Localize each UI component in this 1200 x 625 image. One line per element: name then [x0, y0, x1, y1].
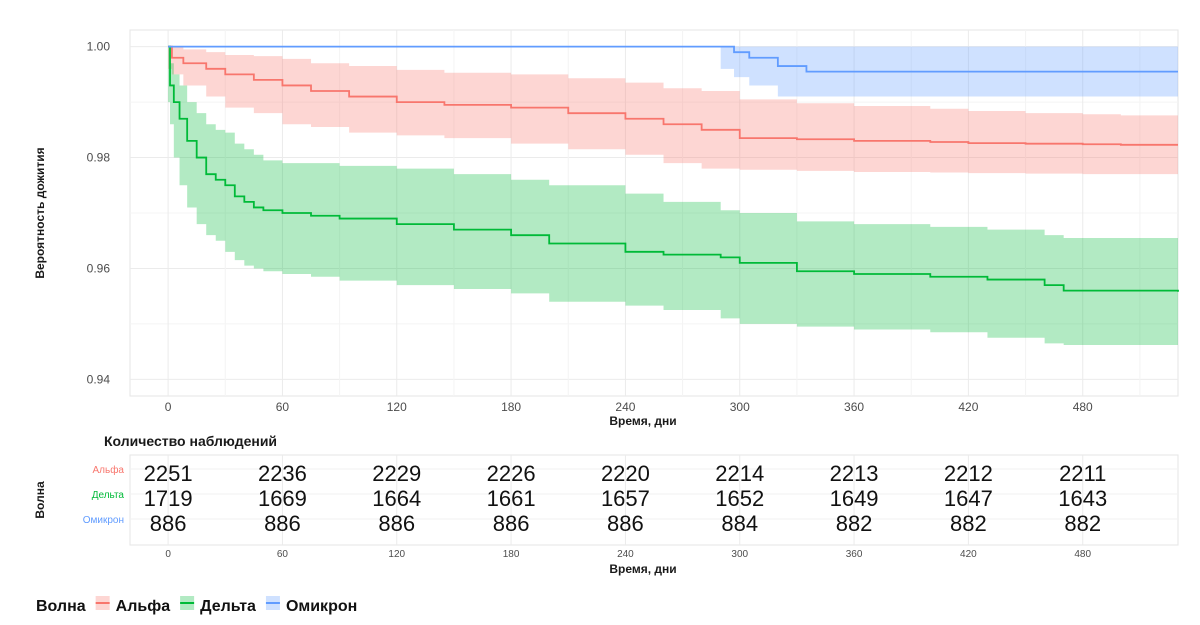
- confidence-band-Альфа: [168, 46, 1179, 175]
- risk-table-cell: 886: [607, 511, 644, 536]
- risk-table-x-tick: 300: [731, 549, 748, 560]
- confidence-band-Дельта: [168, 46, 1179, 345]
- risk-table-y-title: Волна: [33, 481, 47, 519]
- risk-table-cell: 1664: [372, 486, 421, 511]
- x-tick-label: 0: [165, 400, 172, 414]
- risk-table-x-tick: 120: [388, 549, 405, 560]
- risk-table-cell: 886: [150, 511, 187, 536]
- x-axis-title: Время, дни: [609, 414, 676, 428]
- legend-item: Омикрон: [265, 596, 357, 615]
- risk-table-x-title: Время, дни: [609, 562, 676, 576]
- survival-curves: [168, 45, 1179, 292]
- y-tick-label: 1.00: [87, 40, 111, 54]
- risk-table-cells: 2251 2236 2229 2226 2220 2214 2213 2212 2211 1719…: [144, 461, 1108, 536]
- risk-table-cell: 1657: [601, 486, 650, 511]
- risk-table-title: Количество наблюдений: [104, 433, 277, 449]
- legend-title: Волна: [36, 598, 86, 615]
- risk-table-cell: 1661: [487, 486, 536, 511]
- risk-table-cell: 1647: [944, 486, 993, 511]
- legend-label: Дельта: [200, 598, 256, 615]
- risk-table-panel: [129, 454, 1179, 546]
- y-tick-label: 0.94: [87, 372, 111, 386]
- risk-table-x-tick: 240: [617, 549, 634, 560]
- risk-table-cell: 2226: [487, 461, 536, 486]
- risk-table-cell: 1669: [258, 486, 307, 511]
- risk-table-x-tick: 0: [165, 549, 171, 560]
- risk-table-x-tick: 480: [1074, 549, 1091, 560]
- risk-table-x-tick: 60: [277, 549, 289, 560]
- survival-curve-Альфа: [168, 45, 1178, 146]
- risk-table-x-ticks: 0 60 120 180 240 300 360 420 480: [165, 549, 1091, 560]
- risk-table-cell: 2220: [601, 461, 650, 486]
- y-axis-title: Вероятность дожития: [33, 147, 47, 278]
- y-tick-labels: 0.94 0.96 0.98 1.00: [87, 40, 111, 387]
- legend-item: Альфа: [95, 596, 171, 615]
- risk-table-cell: 2214: [715, 461, 764, 486]
- risk-table-cell: 1643: [1058, 486, 1107, 511]
- x-tick-label: 180: [501, 400, 521, 414]
- x-tick-label: 120: [387, 400, 407, 414]
- survival-plot: 0.94 0.96 0.98 1.00 0 60 120 180 240 300 360 420 48…: [33, 29, 1179, 428]
- survival-curve-Омикрон: [168, 45, 1178, 73]
- survival-curve-Дельта: [168, 45, 1179, 292]
- x-tick-label: 360: [844, 400, 864, 414]
- risk-table-cell: 886: [493, 511, 530, 536]
- risk-table-strata-labels: Альфа Дельта Омикрон: [83, 464, 125, 526]
- risk-table-cell: 882: [836, 511, 873, 536]
- x-tick-labels: 0 60 120 180 240 300 360 420 480: [165, 400, 1093, 414]
- risk-table-cell: 2236: [258, 461, 307, 486]
- x-tick-label: 240: [615, 400, 635, 414]
- risk-table-gridlines: [130, 455, 1178, 545]
- risk-table-cell: 1719: [144, 486, 193, 511]
- y-tick-label: 0.98: [87, 151, 111, 165]
- risk-table-cell: 884: [721, 511, 758, 536]
- x-tick-label: 300: [730, 400, 750, 414]
- risk-table-cell: 2213: [830, 461, 879, 486]
- risk-table-cell: 886: [378, 511, 415, 536]
- y-tick-label: 0.96: [87, 261, 111, 275]
- x-tick-label: 60: [276, 400, 290, 414]
- legend-label: Омикрон: [286, 598, 357, 615]
- confidence-bands: [168, 46, 1179, 345]
- risk-table-x-tick: 180: [503, 549, 520, 560]
- risk-table-strata-label: Дельта: [92, 490, 125, 501]
- risk-table-cell: 1649: [830, 486, 879, 511]
- risk-table-cell: 2211: [1059, 461, 1106, 486]
- x-tick-label: 480: [1073, 400, 1093, 414]
- risk-table-cell: 2229: [372, 461, 421, 486]
- risk-table-cell: 886: [264, 511, 301, 536]
- risk-table-cell: 2251: [144, 461, 193, 486]
- legend-label: Альфа: [116, 598, 171, 615]
- risk-table: Количество наблюдений 2251 2236 2229 2226 22…: [33, 433, 1179, 576]
- legend-item: Дельта: [180, 596, 256, 615]
- legend-items: Альфа Дельта Омикрон: [95, 596, 357, 615]
- risk-table-strata-label: Альфа: [92, 464, 124, 476]
- legend: Волна Альфа Дельта Омикрон: [36, 596, 357, 615]
- risk-table-strata-label: Омикрон: [83, 515, 124, 526]
- x-tick-label: 420: [958, 400, 978, 414]
- risk-table-cell: 882: [1064, 511, 1101, 536]
- risk-table-cell: 882: [950, 511, 987, 536]
- confidence-band-Омикрон: [168, 46, 1179, 97]
- risk-table-x-tick: 420: [960, 549, 977, 560]
- risk-table-x-tick: 360: [846, 549, 863, 560]
- risk-table-cell: 2212: [944, 461, 993, 486]
- risk-table-cell: 1652: [715, 486, 764, 511]
